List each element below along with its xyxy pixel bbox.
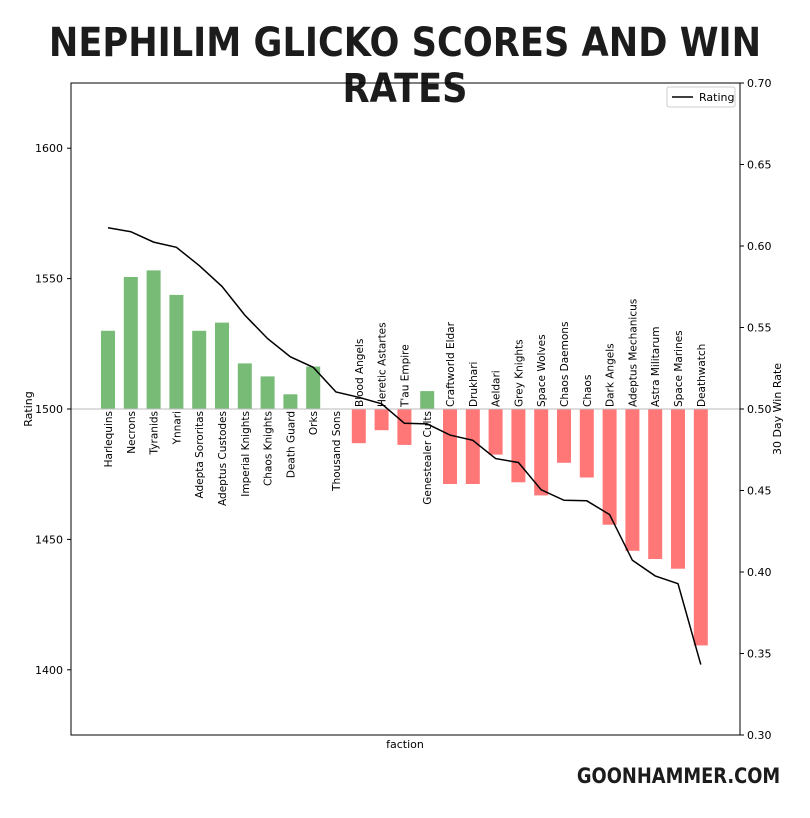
category-label-6: Imperial Knights	[240, 411, 252, 497]
category-label-25: Space Marines	[673, 330, 685, 407]
category-label-7: Chaos Knights	[263, 411, 275, 486]
bar-19	[534, 409, 549, 496]
left-tick-label-2: 1500	[35, 403, 63, 416]
left-tick-label-0: 1400	[35, 664, 63, 677]
category-label-15: Craftworld Eldar	[445, 321, 457, 407]
right-tick-label-7: 0.65	[747, 159, 772, 172]
bar-17	[488, 409, 503, 455]
bar-7	[260, 376, 275, 409]
category-label-13: T'au Empire	[399, 344, 411, 408]
x-axis-label: faction	[386, 738, 424, 751]
bar-5	[215, 322, 229, 409]
category-label-2: Tyranids	[149, 411, 161, 455]
category-label-10: Thousand Sons	[331, 411, 343, 492]
category-label-24: Astra Militarum	[650, 327, 662, 407]
legend: Rating	[666, 86, 736, 108]
category-label-16: Drukhari	[468, 362, 480, 407]
right-tick-label-2: 0.40	[747, 566, 772, 579]
bar-26	[693, 409, 708, 646]
bar-23	[625, 409, 640, 551]
left-tick-label-4: 1600	[35, 142, 63, 155]
line-layer	[107, 226, 702, 665]
category-label-4: Adepta Sororitas	[194, 411, 206, 499]
left-axis: 1400 1450 1500 1550 1600	[35, 142, 71, 677]
bar-14	[420, 391, 435, 409]
bar-3	[169, 294, 184, 409]
category-label-0: Harlequins	[103, 411, 115, 467]
bar-20	[557, 409, 571, 463]
bar-25	[671, 409, 685, 569]
right-tick-label-3: 0.45	[747, 485, 772, 498]
bar-8	[283, 394, 298, 409]
bar-16	[465, 409, 480, 484]
category-label-21: Chaos	[582, 375, 594, 407]
category-label-18: Grey Knights	[513, 339, 525, 407]
series-line-rating	[107, 226, 702, 665]
bar-2	[146, 270, 161, 409]
left-tick-label-3: 1550	[35, 273, 63, 286]
bar-15	[443, 409, 457, 484]
right-tick-label-4: 0.50	[747, 403, 772, 416]
bar-21	[579, 409, 594, 478]
legend-box	[666, 86, 736, 108]
category-label-20: Chaos Daemons	[559, 322, 571, 407]
category-label-14: Genestealer Cults	[422, 411, 434, 505]
y-axis-label: Rating	[22, 391, 35, 426]
bar-0	[101, 330, 115, 409]
right-tick-label-6: 0.60	[747, 240, 772, 253]
category-label-3: Ynnari	[171, 411, 183, 445]
category-label-26: Deathwatch	[696, 344, 708, 407]
bar-24	[648, 409, 663, 559]
right-tick-label-1: 0.35	[747, 648, 772, 661]
category-label-17: Aeldari	[491, 370, 503, 407]
category-label-9: Orks	[308, 411, 320, 435]
bars-layer	[101, 270, 708, 646]
bar-12	[374, 409, 389, 431]
category-label-8: Death Guard	[285, 411, 297, 478]
bar-11	[351, 409, 366, 444]
bar-6	[237, 363, 252, 409]
brand-footer: GOONHAMMER.COM	[576, 764, 780, 788]
category-label-5: Adeptus Custodes	[217, 411, 229, 506]
category-label-19: Space Wolves	[536, 334, 548, 407]
left-tick-label-1: 1450	[35, 533, 63, 546]
page-title: NEPHILIM GLICKO SCORES AND WIN RATES	[48, 20, 762, 112]
category-label-22: Dark Angels	[605, 343, 617, 407]
right-tick-label-8: 0.70	[747, 77, 772, 90]
bar-1	[123, 277, 138, 409]
bar-18	[511, 409, 526, 483]
category-label-11: Blood Angels	[354, 339, 366, 407]
right-axis: 0.30 0.35 0.40 0.45 0.50 0.55 0.60 0.65 0.70	[740, 77, 772, 742]
right-tick-label-5: 0.55	[747, 322, 772, 335]
category-label-1: Necrons	[126, 411, 138, 454]
category-labels: Harlequins Necrons Tyranids Ynnari Adepta So…	[103, 299, 708, 506]
bar-9	[306, 366, 321, 409]
bar-22	[602, 409, 617, 525]
legend-label-rating: Rating	[699, 91, 734, 104]
y2-axis-label: 30 Day Win Rate	[771, 363, 784, 455]
category-label-23: Adeptus Mechanicus	[627, 299, 639, 407]
bar-4	[192, 330, 207, 409]
right-tick-label-0: 0.30	[747, 729, 772, 742]
bar-13	[397, 409, 412, 445]
category-label-12: Heretic Astartes	[377, 322, 389, 407]
